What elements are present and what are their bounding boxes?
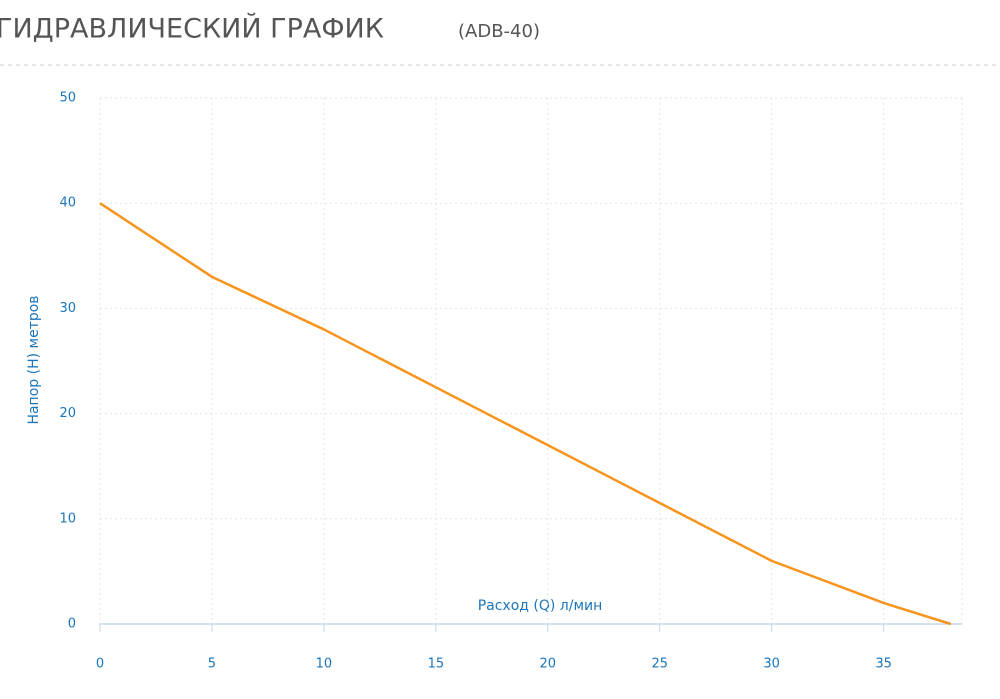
y-axis-label: Напор (H) метров bbox=[26, 295, 42, 424]
chart-subtitle: (ADB-40) bbox=[458, 21, 540, 42]
y-tick-label: 40 bbox=[59, 196, 76, 211]
y-tick-label: 30 bbox=[59, 301, 76, 316]
chart-title: ГИДРАВЛИЧЕСКИЙ ГРАФИК bbox=[0, 13, 384, 45]
data-line bbox=[99, 202, 952, 626]
y-tick-label: 0 bbox=[68, 617, 76, 632]
y-tick-label: 20 bbox=[59, 406, 76, 421]
x-tick-label: 15 bbox=[428, 657, 445, 672]
x-tick-label: 5 bbox=[208, 657, 216, 672]
x-tick-label: 25 bbox=[651, 657, 668, 672]
x-tick-label: 30 bbox=[763, 657, 780, 672]
x-tick-label: 10 bbox=[316, 657, 333, 672]
x-tick-label: 0 bbox=[96, 657, 104, 672]
x-axis-label: Расход (Q) л/мин bbox=[478, 598, 603, 614]
y-tick-label: 50 bbox=[59, 91, 76, 106]
x-tick-label: 35 bbox=[875, 657, 892, 672]
y-tick-label: 10 bbox=[59, 511, 76, 526]
x-tick-label: 20 bbox=[540, 657, 557, 672]
